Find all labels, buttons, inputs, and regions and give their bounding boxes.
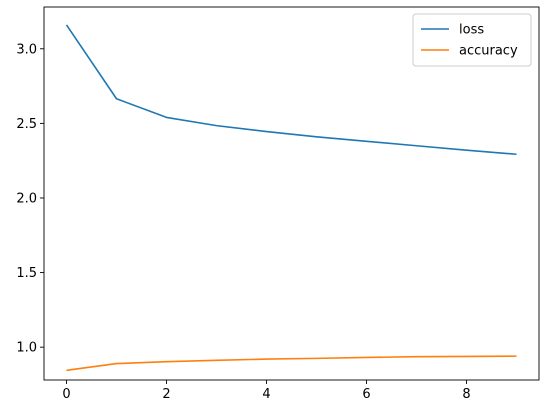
legend-label-loss: loss bbox=[459, 23, 484, 38]
x-tick-label: 0 bbox=[62, 387, 70, 402]
x-tick-label: 8 bbox=[462, 387, 470, 402]
x-tick-label: 4 bbox=[262, 387, 270, 402]
x-tick-label: 6 bbox=[362, 387, 370, 402]
legend-label-accuracy: accuracy bbox=[459, 44, 518, 59]
y-tick-label: 1.5 bbox=[16, 266, 37, 281]
series-line-loss bbox=[65, 24, 517, 156]
legend-box bbox=[412, 13, 532, 67]
plot-area bbox=[44, 7, 539, 380]
y-tick-label: 2.5 bbox=[16, 117, 37, 132]
y-tick-label: 3.0 bbox=[16, 42, 37, 57]
x-tick-label: 2 bbox=[162, 387, 170, 402]
y-axis: 1.0 1.5 2.0 2.5 3.0 bbox=[16, 42, 44, 356]
series-layer bbox=[65, 24, 517, 372]
axes-frame bbox=[43, 6, 540, 381]
series-line-accuracy bbox=[66, 355, 517, 372]
legend: loss accuracy bbox=[412, 13, 532, 67]
y-tick-label: 2.0 bbox=[16, 191, 37, 206]
y-tick-label: 1.0 bbox=[16, 341, 37, 356]
x-axis: 0 2 4 6 8 bbox=[62, 380, 471, 402]
